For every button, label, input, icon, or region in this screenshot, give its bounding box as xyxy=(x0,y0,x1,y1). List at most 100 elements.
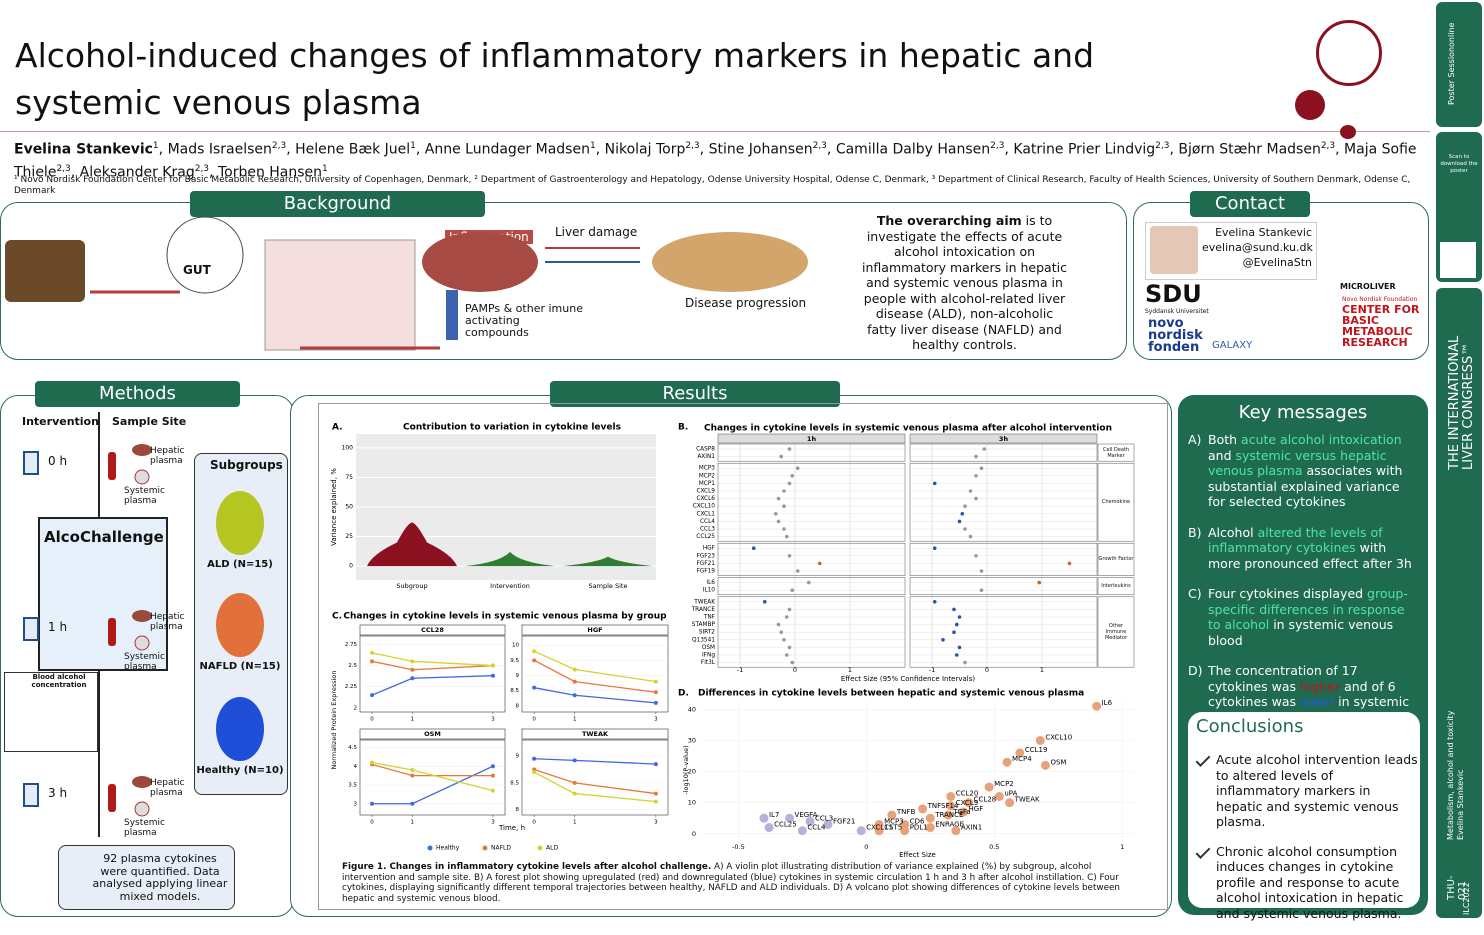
text: Chronic alcohol consumption induces chan… xyxy=(1216,843,1404,921)
side-text: Poster Sessiononline xyxy=(1447,23,1456,105)
separator: , xyxy=(595,141,605,158)
conclusions-box xyxy=(1188,712,1420,908)
contact-info: Evelina Stankevic evelina@sund.ku.dk @Evel… xyxy=(1202,225,1313,270)
label: Subgroups xyxy=(210,458,283,472)
subgroups-box xyxy=(194,453,288,795)
separator: , xyxy=(826,141,836,158)
side-text: Scan to download the poster xyxy=(1440,154,1478,174)
heading: Results xyxy=(550,381,840,407)
heading: Key messages xyxy=(1238,402,1368,423)
separator: , xyxy=(1004,141,1014,158)
author-aff: 1 xyxy=(410,141,416,151)
text: Alcohol altered the levels of inflammato… xyxy=(1208,525,1420,572)
author-name: Anne Lundager Madsen xyxy=(424,141,590,158)
aim: The overarching aim is to investigate th… xyxy=(862,213,1067,353)
alcochallenge: AlcoChallenge xyxy=(44,528,164,546)
separator: , xyxy=(1335,141,1345,158)
letter: A) xyxy=(1188,432,1202,447)
author-aff: 2,3 xyxy=(271,141,287,151)
site-label: Systemic plasma xyxy=(124,486,166,506)
author-name: Evelina Stankevic xyxy=(14,141,153,158)
contact-card xyxy=(1145,222,1317,280)
qr xyxy=(1440,242,1476,278)
key-message: A) Both acute alcohol intoxication and sy… xyxy=(1188,432,1420,510)
separator: , xyxy=(1169,141,1179,158)
part: higher xyxy=(1300,678,1341,694)
time-label: 3 h xyxy=(48,786,68,800)
label: GUT xyxy=(183,263,211,277)
site-label: Hepatic plasma xyxy=(150,778,185,798)
time-label: 0 h xyxy=(48,454,68,468)
author: Evelina Stankevic xyxy=(1456,769,1465,840)
dot xyxy=(1295,90,1325,120)
part: altered the levels of inflammatory cytok… xyxy=(1208,524,1383,556)
time-label: 1 h xyxy=(48,620,68,634)
part: lower xyxy=(1300,694,1335,709)
author-aff: 2,3 xyxy=(56,163,71,174)
label: Sample Site xyxy=(112,415,187,428)
note-box xyxy=(58,845,235,910)
label: PAMPs & other imune activating compounds xyxy=(465,302,583,339)
caption: Figure 1. Changes in inflammatory cytoki… xyxy=(342,862,1142,904)
twitter: @EvelinaStn xyxy=(1242,256,1312,269)
separator: , xyxy=(415,141,425,158)
author-aff: 2,3 xyxy=(685,141,700,151)
part: with more pronounced effect after 3h xyxy=(1208,540,1412,571)
text: Both acute alcohol intoxication and syst… xyxy=(1208,432,1420,510)
bac-box xyxy=(4,672,98,752)
letter: B) xyxy=(1188,524,1202,540)
letter: D) xyxy=(1188,663,1203,678)
affiliations: ¹ Novo Nordisk Foundation Center for Bas… xyxy=(14,175,1411,196)
authors: Evelina Stankevic1, Mads Israelsen2,3, H… xyxy=(14,137,1424,182)
separator: , xyxy=(699,141,709,158)
label: Inflammation xyxy=(445,230,533,244)
text: Four cytokines displayed group-specific … xyxy=(1208,586,1420,648)
group-label: Healthy (N=10) xyxy=(196,765,284,776)
logo: Syddansk Universitet xyxy=(1145,308,1209,315)
logo: Novo Nordisk Foundation xyxy=(1342,296,1418,303)
email: evelina@sund.ku.dk xyxy=(1202,241,1313,254)
heading: Background xyxy=(190,191,485,217)
aim-bold: The overarching aim xyxy=(876,213,1022,228)
part: Four cytokines displayed xyxy=(1208,586,1368,601)
author-aff: 1 xyxy=(152,141,159,151)
author-aff: 2,3 xyxy=(1320,141,1336,151)
label: Blood alcohol concentration xyxy=(31,673,87,689)
author-name: Stine Johansen xyxy=(708,141,813,158)
author-aff: 1 xyxy=(322,163,328,174)
caption-bold: Figure 1. Changes in inflammatory cytoki… xyxy=(342,862,712,872)
logo: CENTER FOR BASIC METABOLIC RESEARCH xyxy=(1342,303,1420,349)
label: Intervention xyxy=(22,415,99,428)
check xyxy=(1195,752,1211,767)
part: systemic versus hepatic venous plasma xyxy=(1208,447,1387,479)
separator: , xyxy=(286,141,296,158)
author-name: Bjørn Stæhr Madsen xyxy=(1178,141,1321,158)
part: acute alcohol intoxication xyxy=(1241,432,1402,447)
separator: , xyxy=(209,164,218,181)
author-name: Nikolaj Torp xyxy=(604,141,686,158)
part: and of 6 cytokines was xyxy=(1208,678,1396,710)
site-label: Hepatic plasma xyxy=(150,446,185,466)
side-text: Metabolism, alcohol and toxicity Evelina … xyxy=(1446,700,1466,840)
photo xyxy=(1150,226,1198,274)
side-text: THE INTERNATIONAL LIVER CONGRESS™ xyxy=(1447,335,1476,470)
name: Evelina Stankevic xyxy=(1215,226,1312,239)
conclusion-list: Acute alcohol intervention leads to alte… xyxy=(1195,752,1418,935)
aim-text: is to investigate the effects of acute a… xyxy=(862,213,1067,352)
part: associates with substantial explained va… xyxy=(1208,463,1403,509)
letter: C) xyxy=(1188,586,1202,601)
heading: Methods xyxy=(35,381,240,407)
site-label: Hepatic plasma xyxy=(150,612,185,632)
conclusion: Acute alcohol intervention leads to alte… xyxy=(1195,752,1418,830)
author-aff: 2,3 xyxy=(1155,141,1170,151)
logo: MICROLIVER xyxy=(1340,282,1396,291)
separator: , xyxy=(158,141,168,158)
title: Alcohol-induced changes of inflammatory … xyxy=(15,36,1095,122)
key-list: A) Both acute alcohol intoxication and sy… xyxy=(1188,432,1420,756)
text: Acute alcohol intervention leads to alte… xyxy=(1216,752,1418,829)
topic: Metabolism, alcohol and toxicity xyxy=(1446,710,1455,840)
caption-text: A) A violin plot illustrating distributi… xyxy=(342,862,1120,904)
conclusion: Chronic alcohol consumption induces chan… xyxy=(1195,843,1418,922)
rule xyxy=(0,131,1430,132)
